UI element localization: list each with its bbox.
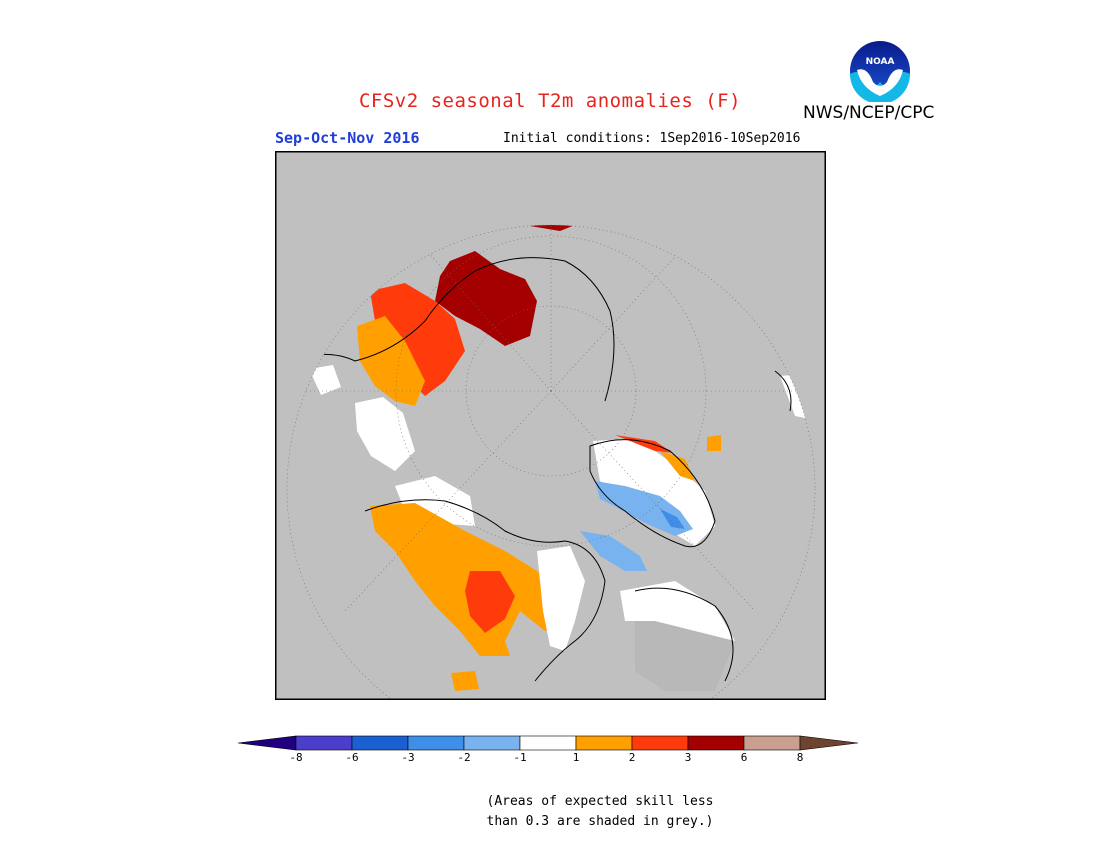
anomaly-region-mexico-1to2 xyxy=(451,671,479,691)
legend-bin-10 xyxy=(799,735,859,751)
legend-tick-label: 2 xyxy=(628,751,636,764)
anomaly-region-baffin-minus1to2 xyxy=(580,531,647,571)
anomaly-region-europe-1to2 xyxy=(357,316,425,406)
legend-bin-7 xyxy=(631,735,689,751)
anomaly-region-uswest-2to3 xyxy=(465,571,515,633)
map-frame xyxy=(275,151,826,700)
legend-bin-8 xyxy=(687,735,745,751)
skill-note-line2: than 0.3 are shaded in grey.) xyxy=(486,814,714,829)
skill-note: (Areas of expected skill less than 0.3 a… xyxy=(470,792,730,832)
anomaly-region-westsiberia-3to6 xyxy=(435,251,537,346)
color-legend xyxy=(238,735,859,751)
anomaly-region-europe-near-normal xyxy=(355,397,415,471)
anomaly-region-iceland-1to2 xyxy=(707,435,721,451)
legend-bin-5 xyxy=(519,735,577,751)
noaa-logo-text: NOAA xyxy=(866,57,895,67)
anomaly-region-greenland-east-1to2 xyxy=(660,451,695,481)
skill-note-line1: (Areas of expected skill less xyxy=(486,794,714,809)
legend-tick-label: -3 xyxy=(401,751,415,764)
legend-bin-2 xyxy=(351,735,409,751)
legend-tick-label: 3 xyxy=(684,751,692,764)
legend-tick-label: -1 xyxy=(513,751,527,764)
legend-tick-label: -2 xyxy=(457,751,471,764)
legend-bin-9 xyxy=(743,735,801,751)
initial-conditions-label: Initial conditions: 1Sep2016-10Sep2016 xyxy=(503,131,801,146)
anomaly-region-greenland-minus2to3 xyxy=(660,509,685,529)
season-label: Sep-Oct-Nov 2016 xyxy=(275,129,420,147)
anomaly-region-europe-2to3 xyxy=(370,283,465,396)
anomaly-region-labrador-near-normal xyxy=(620,581,735,641)
legend-bin-6 xyxy=(575,735,633,751)
anomaly-map xyxy=(275,151,826,700)
hemisphere-boundary xyxy=(286,224,816,700)
legend-tick-label: -6 xyxy=(345,751,359,764)
legend-bin-0 xyxy=(238,735,297,751)
legend-tick-label: 6 xyxy=(740,751,748,764)
legend-tick-label: 8 xyxy=(796,751,804,764)
legend-bin-1 xyxy=(295,735,353,751)
legend-bin-3 xyxy=(407,735,465,751)
anomaly-region-iberia-near-normal xyxy=(309,365,341,395)
agency-label: NWS/NCEP/CPC xyxy=(803,103,935,123)
anomaly-region-canada-near-normal xyxy=(537,546,585,651)
map-title: CFSv2 seasonal T2m anomalies (F) xyxy=(358,90,742,112)
legend-tick-label: 1 xyxy=(572,751,580,764)
legend-bin-4 xyxy=(463,735,521,751)
legend-tick-label: -8 xyxy=(289,751,303,764)
noaa-logo-icon: NOAA xyxy=(850,41,910,102)
